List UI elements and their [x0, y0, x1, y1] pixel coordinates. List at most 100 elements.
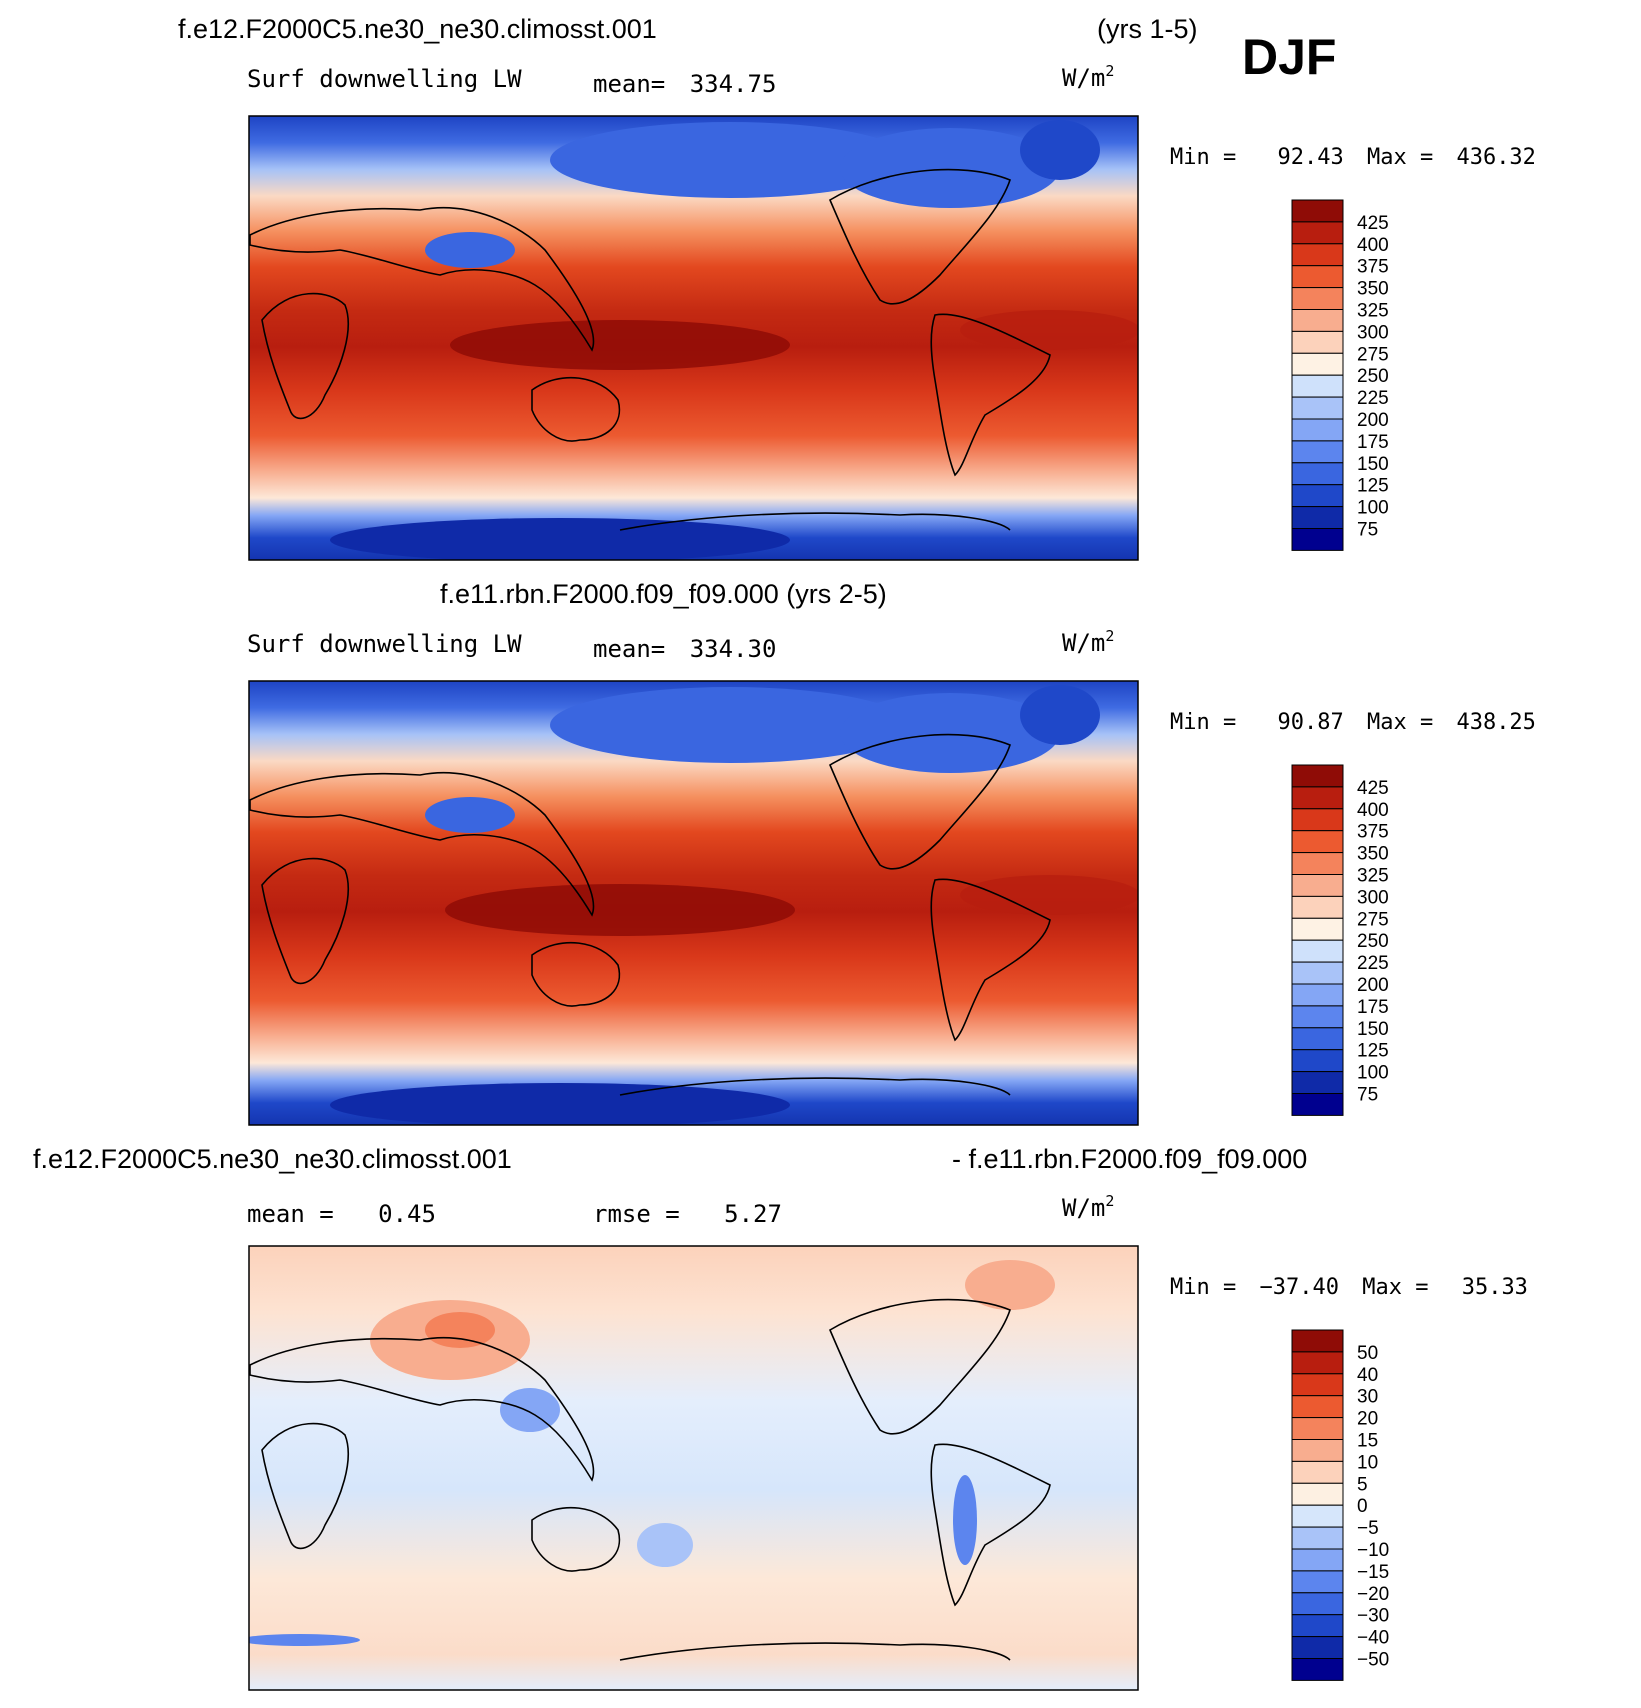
colorbar-1-label-3: 350 [1357, 279, 1389, 300]
panel-3-tasman-cold [637, 1523, 693, 1567]
panel-1-years: (yrs 1-5) [1097, 14, 1198, 44]
colorbar-3-label-8: −5 [1357, 1518, 1379, 1539]
panel-1-min-max: Min = 92.43 Max = 436.32 [1170, 145, 1536, 170]
panel-1-mean-value: 334.75 [690, 70, 777, 98]
panel-1-siberia-cold [550, 122, 910, 198]
colorbar-2-label-7: 250 [1357, 931, 1389, 952]
colorbar-2-box-12 [1291, 1027, 1344, 1051]
colorbar-3-label-10: −15 [1357, 1562, 1389, 1583]
colorbar-2-label-14: 75 [1357, 1085, 1378, 1106]
colorbar-1-box-12 [1291, 462, 1344, 486]
panel-3-units-text: W/m [1062, 1194, 1105, 1222]
colorbar-2-box-15 [1291, 1093, 1344, 1116]
panel-1-units: W/m2 [1062, 62, 1114, 92]
panel-3-map-frame [248, 1245, 1139, 1691]
colorbar-3-label-1: 40 [1357, 1365, 1378, 1386]
colorbar-3-box-13 [1291, 1614, 1344, 1638]
panel-3-units: W/m2 [1062, 1192, 1114, 1222]
panel-2: f.e11.rbn.F2000.f09_f09.000 (yrs 2-5) Su… [247, 579, 1536, 1126]
season-label: DJF [1242, 29, 1336, 85]
panel-3: f.e12.F2000C5.ne30_ne30.climosst.001 - f… [33, 1144, 1528, 1691]
colorbar-1-box-0 [1291, 199, 1344, 223]
colorbar-1-box-4 [1291, 287, 1344, 311]
panel-3-rmse: rmse = 5.27 [593, 1200, 782, 1228]
colorbar-2-label-3: 350 [1357, 844, 1389, 865]
colorbar-3-box-6 [1291, 1460, 1344, 1484]
colorbar-2-label-5: 300 [1357, 887, 1389, 908]
panel-1-min-label: Min = [1170, 145, 1236, 170]
colorbar-3-label-13: −40 [1357, 1628, 1389, 1649]
panel-2-warmpool [445, 884, 795, 936]
panel-3-map [248, 1245, 1139, 1691]
colorbar-1-box-15 [1291, 528, 1344, 551]
colorbar-2-label-0: 425 [1357, 778, 1389, 799]
colorbar-2-label-4: 325 [1357, 866, 1389, 887]
panel-3-greenland-warm [965, 1260, 1055, 1310]
colorbar-3-box-12 [1291, 1592, 1344, 1616]
panel-3-mean: mean = 0.45 [247, 1200, 436, 1228]
panel-1-colorbar: 4254003753503253002752502252001751501251… [1291, 199, 1389, 551]
panel-3-coastlines [249, 1298, 1051, 1661]
colorbar-1-label-0: 425 [1357, 213, 1389, 234]
colorbar-1-label-13: 100 [1357, 498, 1389, 519]
colorbar-3-label-6: 5 [1357, 1474, 1368, 1495]
panel-1: f.e12.F2000C5.ne30_ne30.climosst.001 (yr… [178, 14, 1536, 561]
colorbar-1-label-12: 125 [1357, 476, 1389, 497]
colorbar-1-box-13 [1291, 484, 1344, 508]
colorbar-3-label-4: 15 [1357, 1431, 1378, 1452]
colorbar-3-box-2 [1291, 1373, 1344, 1397]
colorbar-3-label-3: 20 [1357, 1409, 1378, 1430]
colorbar-2-label-12: 125 [1357, 1041, 1389, 1062]
panel-2-max-value: 438.25 [1456, 710, 1535, 735]
panel-3-andes-cold [953, 1475, 977, 1565]
colorbar-3-box-0 [1291, 1329, 1344, 1353]
colorbar-2-box-5 [1291, 874, 1344, 897]
panel-1-units-sup: 2 [1105, 62, 1114, 80]
panel-2-greenland-cold [1020, 685, 1100, 745]
colorbar-1-label-5: 300 [1357, 322, 1389, 343]
colorbar-3-box-11 [1291, 1570, 1344, 1594]
panel-2-tibet-cold [425, 797, 515, 833]
colorbar-1-label-6: 275 [1357, 344, 1389, 365]
colorbar-3-box-14 [1291, 1636, 1344, 1659]
colorbar-1-box-14 [1291, 506, 1344, 530]
colorbar-1-label-2: 375 [1357, 257, 1389, 278]
colorbar-3-box-5 [1291, 1439, 1344, 1462]
panel-1-canada-cold [840, 128, 1060, 208]
panel-3-units-sup: 2 [1105, 1192, 1114, 1210]
colorbar-3-label-5: 10 [1357, 1452, 1378, 1473]
colorbar-3-box-8 [1291, 1504, 1344, 1528]
colorbar-3-label-7: 0 [1357, 1496, 1368, 1517]
panel-2-min-value: 90.87 [1277, 710, 1343, 735]
panel-2-min-max: Min = 90.87 Max = 438.25 [1170, 710, 1536, 735]
colorbar-2-label-10: 175 [1357, 997, 1389, 1018]
panel-2-mean: mean= 334.30 [593, 635, 776, 663]
panel-3-rmse-label: rmse = [593, 1200, 680, 1228]
colorbar-1-box-8 [1291, 374, 1344, 398]
colorbar-2-label-6: 275 [1357, 909, 1389, 930]
colorbar-1-label-10: 175 [1357, 432, 1389, 453]
colorbar-3-label-0: 50 [1357, 1343, 1378, 1364]
colorbar-1-label-4: 325 [1357, 301, 1389, 322]
colorbar-3-box-4 [1291, 1417, 1344, 1440]
colorbar-3-box-10 [1291, 1548, 1344, 1572]
colorbar-3-label-11: −20 [1357, 1584, 1389, 1605]
panel-2-colorbar: 4254003753503253002752502252001751501251… [1291, 764, 1389, 1116]
colorbar-3-label-2: 30 [1357, 1387, 1378, 1408]
colorbar-3-box-15 [1291, 1658, 1344, 1681]
panel-3-max-label: Max = [1362, 1275, 1428, 1300]
colorbar-2-box-9 [1291, 961, 1344, 985]
colorbar-1-box-9 [1291, 396, 1344, 420]
colorbar-1-label-8: 225 [1357, 388, 1389, 409]
colorbar-1-label-7: 250 [1357, 366, 1389, 387]
panel-1-variable: Surf downwelling LW [247, 65, 522, 93]
panel-3-min-value: −37.40 [1259, 1275, 1338, 1300]
panel-3-china-cold [500, 1388, 560, 1432]
panel-2-max-label: Max = [1367, 710, 1433, 735]
panel-1-max-value: 436.32 [1456, 145, 1535, 170]
panel-3-asia-warm-core [425, 1312, 495, 1348]
colorbar-3-box-9 [1291, 1526, 1344, 1550]
colorbar-1-box-10 [1291, 418, 1344, 442]
